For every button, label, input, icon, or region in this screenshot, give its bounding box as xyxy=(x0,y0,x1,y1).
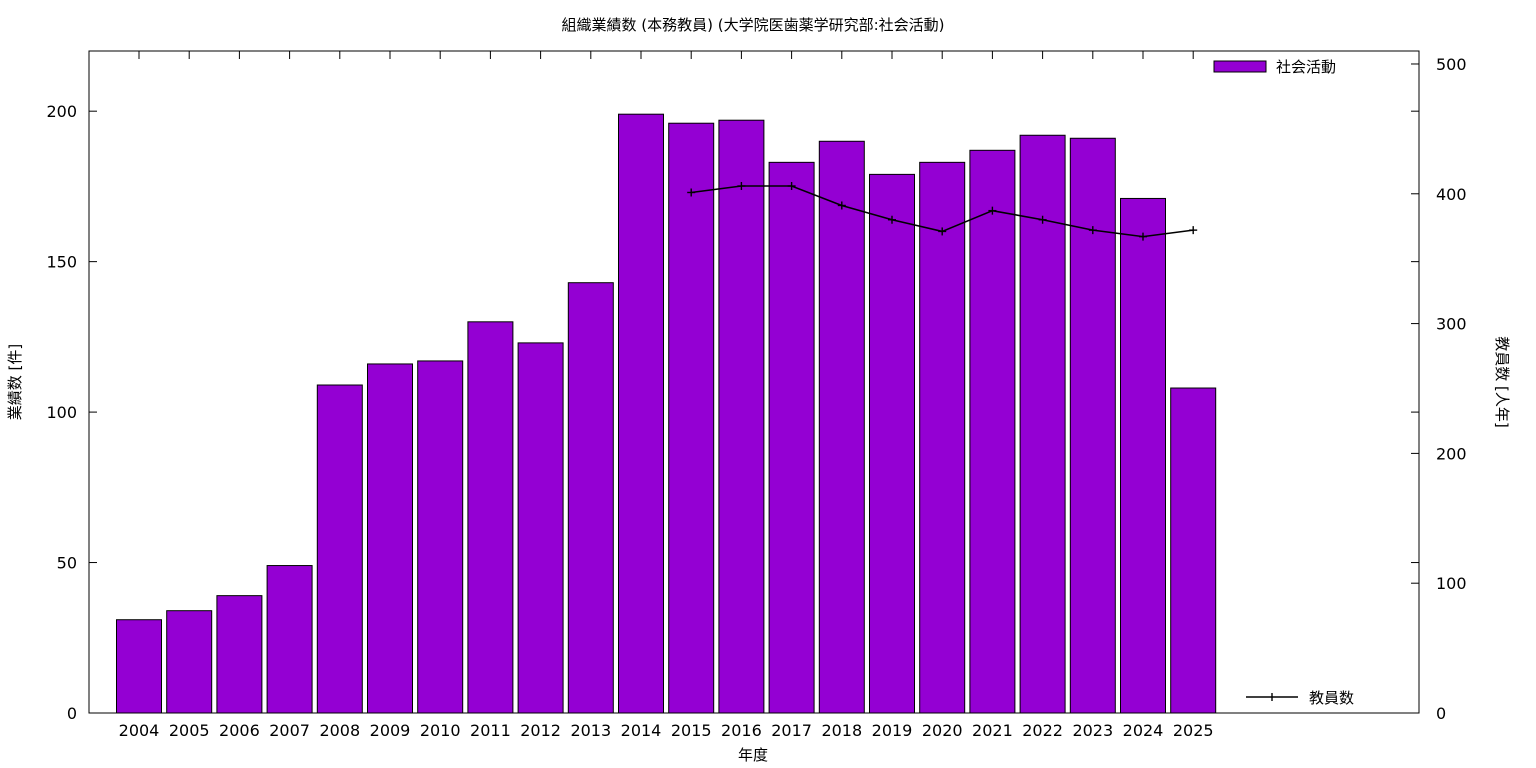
x-tick-label: 2013 xyxy=(570,721,611,740)
bar xyxy=(818,140,865,714)
bar xyxy=(1019,134,1066,714)
bar xyxy=(718,119,765,714)
legend-label-bar: 社会活動 xyxy=(1276,58,1336,76)
x-tick-label: 2018 xyxy=(821,721,862,740)
y2-tick-label: 0 xyxy=(1436,704,1446,723)
x-tick-label: 2004 xyxy=(119,721,160,740)
bar xyxy=(567,282,614,714)
bar xyxy=(266,565,313,714)
bar xyxy=(668,122,715,714)
bar xyxy=(1069,137,1116,714)
x-tick-label: 2011 xyxy=(470,721,511,740)
x-tick-label: 2023 xyxy=(1072,721,1113,740)
x-tick-label: 2014 xyxy=(621,721,662,740)
bar xyxy=(367,363,413,714)
bar xyxy=(417,360,464,714)
x-tick-label: 2006 xyxy=(219,721,260,740)
bar xyxy=(969,149,1016,714)
plot-area: 0 50 100 150 200 0 100 200 300 400 500 2004 2005 2006… xyxy=(46,50,1467,740)
y2-axis-label: 教員数 [人年] xyxy=(1493,336,1511,427)
y2-tick-label: 200 xyxy=(1436,444,1467,463)
x-tick-label: 2015 xyxy=(671,721,712,740)
legend-swatch-bar xyxy=(1213,60,1267,73)
x-tick-label: 2024 xyxy=(1123,721,1164,740)
bar xyxy=(1120,197,1166,714)
y-tick-label: 150 xyxy=(46,253,77,272)
bar xyxy=(467,321,514,714)
x-tick-label: 2005 xyxy=(169,721,210,740)
y-axis-label: 業績数 [件] xyxy=(6,344,24,420)
x-tick-label: 2025 xyxy=(1173,721,1214,740)
bar xyxy=(216,595,263,714)
y2-tick-label: 300 xyxy=(1436,315,1467,334)
x-axis-label: 年度 xyxy=(738,746,768,764)
x-tick-label: 2016 xyxy=(721,721,762,740)
bar xyxy=(768,161,815,714)
bar xyxy=(1170,387,1217,714)
legend-label-line: 教員数 xyxy=(1309,689,1354,707)
bar xyxy=(116,619,162,714)
y-tick-label: 200 xyxy=(46,102,77,121)
bar xyxy=(517,342,564,714)
x-tick-label: 2009 xyxy=(370,721,411,740)
x-tick-label: 2022 xyxy=(1022,721,1063,740)
y2-tick-label: 100 xyxy=(1436,574,1467,593)
x-tick-label: 2007 xyxy=(269,721,310,740)
bar xyxy=(618,113,664,714)
x-tick-label: 2008 xyxy=(319,721,360,740)
x-tick-label: 2020 xyxy=(922,721,963,740)
y2-tick-label: 400 xyxy=(1436,185,1467,204)
x-tick-label: 2017 xyxy=(771,721,812,740)
x-tick-label: 2012 xyxy=(520,721,561,740)
bar xyxy=(919,161,966,714)
y-tick-label: 50 xyxy=(57,554,77,573)
bar xyxy=(869,173,915,714)
y2-tick-label: 500 xyxy=(1436,55,1467,74)
x-tick-label: 2019 xyxy=(872,721,913,740)
bar xyxy=(316,384,363,714)
x-tick-label: 2010 xyxy=(420,721,461,740)
y-tick-label: 0 xyxy=(67,704,77,723)
x-tick-label: 2021 xyxy=(972,721,1013,740)
y-tick-label: 100 xyxy=(46,403,77,422)
bar xyxy=(166,610,213,714)
chart-title: 組織業績数 (本務教員) (大学院医歯薬学研究部:社会活動) xyxy=(561,16,944,34)
